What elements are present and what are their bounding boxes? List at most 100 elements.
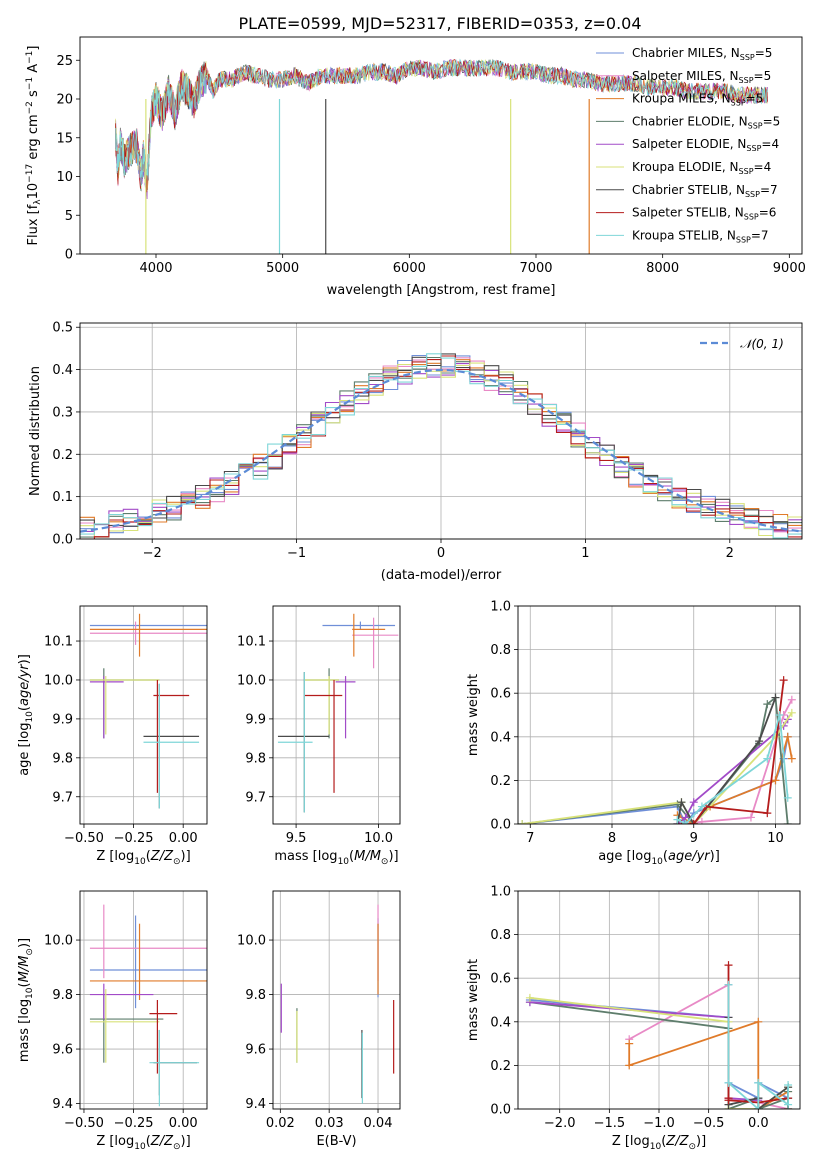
x-tick-label: −0.5	[693, 1116, 725, 1131]
x-tick-label: 8000	[646, 261, 679, 276]
x-tick-label: −0.25	[114, 831, 154, 846]
y-tick-label: 0.5	[52, 321, 73, 336]
massweight-marker	[784, 1081, 793, 1090]
y-axis-label: age [log10(age/yr)]	[17, 654, 35, 776]
y-tick-label: 9.4	[52, 1097, 73, 1112]
x-tick-label: 4000	[139, 261, 172, 276]
y-tick-label: 1.0	[490, 885, 511, 900]
massweight-marker	[724, 1096, 733, 1105]
x-tick-label: −0.50	[64, 1116, 104, 1131]
massweight-marker	[754, 1078, 763, 1087]
axes-frame	[517, 605, 801, 825]
x-tick-label: 9000	[773, 261, 806, 276]
x-tick-label: −1	[287, 546, 306, 561]
x-axis-label: Z [log10(Z/Z⊙)]	[96, 1134, 190, 1152]
massweight-marker	[784, 1100, 793, 1109]
y-tick-label: 10.0	[44, 934, 73, 949]
massweight-marker	[787, 754, 796, 763]
y-tick-label: 9.7	[52, 790, 73, 805]
legend-entry: 𝒩(0, 1)	[740, 337, 784, 351]
y-tick-label: 10.1	[237, 635, 266, 650]
x-tick-label: −1.0	[643, 1116, 675, 1131]
y-axis-label: mass weight	[466, 674, 481, 756]
massweight-marker	[697, 817, 706, 824]
y-tick-label: 10.0	[237, 934, 266, 949]
massweight-marker	[724, 980, 733, 989]
y-tick-label: 0.0	[490, 1103, 511, 1118]
y-tick-label: 15	[56, 131, 73, 146]
x-axis-label: age [log10(age/yr)]	[598, 849, 720, 867]
massweight-marker	[724, 1078, 733, 1087]
massweight-marker	[625, 1061, 634, 1070]
y-tick-label: 25	[56, 54, 73, 69]
x-tick-label: 8	[608, 831, 616, 846]
massweight-vs-metallicity-panel: −2.0 −1.5 −1.0 −0.5 0.0 0.0 0.2 0.4 0.6 0.8 1.0 Z […	[466, 885, 801, 1152]
massweight-marker	[746, 813, 755, 822]
x-axis-label: Z [log10(Z/Z⊙)]	[96, 849, 190, 867]
y-tick-label: 0.0	[490, 818, 511, 833]
x-tick-label: −0.25	[114, 1116, 154, 1131]
y-axis-label: Normed distribution	[28, 366, 43, 496]
axes-frame	[79, 322, 803, 540]
x-tick-label: −1.5	[594, 1116, 626, 1131]
massweight-marker	[673, 800, 682, 809]
axes-frame	[79, 36, 803, 255]
x-tick-label: 0.04	[364, 1116, 393, 1131]
x-tick-label: 0.03	[315, 1116, 344, 1131]
axes-frame	[79, 890, 208, 1110]
x-tick-label: 0.0	[748, 1116, 769, 1131]
legend-entry: Salpeter STELIB, NSSP=6	[632, 206, 776, 222]
massweight-marker	[754, 1017, 763, 1026]
y-tick-label: 1.0	[490, 600, 511, 615]
y-tick-label: 0.2	[490, 774, 511, 789]
spectrum-panel: 4000 5000 6000 7000 8000 9000 0 5 10 15 20 25 wavele…	[25, 36, 806, 298]
massweight-marker	[755, 737, 764, 746]
legend-entry: Chabrier STELIB, NSSP=7	[632, 183, 778, 199]
y-tick-label: 0	[65, 248, 73, 263]
massweight-marker	[763, 754, 772, 763]
massweight-marker	[783, 732, 792, 741]
y-tick-label: 10.0	[237, 673, 266, 688]
x-axis-label: (data-model)/error	[381, 568, 502, 583]
x-axis-label: wavelength [Angstrom, rest frame]	[327, 283, 556, 298]
y-tick-label: 9.7	[245, 790, 266, 805]
mass-vs-metallicity-panel: −0.50 −0.25 0.00 9.4 9.6 9.8 10.0 Z [log10(Z/Z⊙…	[17, 890, 208, 1152]
y-tick-label: 9.8	[245, 988, 266, 1003]
legend-entry: Kroupa MILES, NSSP=5	[632, 92, 763, 108]
massweight-marker	[775, 711, 784, 719]
x-tick-label: −2	[143, 546, 162, 561]
histogram-step	[80, 362, 802, 539]
x-tick-label: 2	[726, 546, 734, 561]
axes-frame	[272, 890, 401, 1110]
y-tick-label: 9.8	[52, 988, 73, 1003]
massweight-marker	[681, 820, 690, 824]
y-tick-label: 0.4	[52, 363, 73, 378]
legend-entry: Chabrier ELODIE, NSSP=5	[632, 114, 780, 130]
legend-entry: Chabrier MILES, NSSP=5	[632, 46, 772, 62]
massweight-marker	[783, 820, 792, 824]
figure-title: PLATE=0599, MJD=52317, FIBERID=0353, z=0…	[238, 14, 641, 33]
x-axis-label: mass [log10(M/M⊙)]	[274, 849, 398, 867]
massweight-marker	[783, 793, 792, 802]
x-tick-label: 7	[526, 831, 534, 846]
massweight-line	[676, 697, 777, 824]
y-tick-label: 0.2	[490, 1059, 511, 1074]
y-tick-label: 20	[56, 93, 73, 108]
massweight-marker	[625, 1039, 634, 1048]
x-axis-label: E(B-V)	[316, 1134, 356, 1149]
y-tick-label: 9.8	[52, 751, 73, 766]
y-tick-label: 0.8	[490, 928, 511, 943]
massweight-marker	[787, 708, 796, 717]
mass-vs-ebv-panel: 0.02 0.03 0.04 9.4 9.6 9.8 10.0 E(B-V)	[237, 890, 401, 1149]
massweight-marker	[697, 802, 706, 811]
x-tick-label: −2.0	[544, 1116, 576, 1131]
legend-entry: Kroupa ELODIE, NSSP=4	[632, 160, 771, 176]
massweight-marker	[673, 815, 682, 824]
y-tick-label: 0.0	[52, 533, 73, 548]
y-tick-label: 0.2	[52, 448, 73, 463]
massweight-marker	[779, 676, 788, 685]
axes-frame	[79, 605, 208, 825]
x-tick-label: 6000	[393, 261, 426, 276]
residual-histogram-panel: −2 −1 0 1 2 0.0 0.1 0.2 0.3 0.4 0.5 𝒩(0, 1) (data-mo…	[28, 321, 803, 583]
